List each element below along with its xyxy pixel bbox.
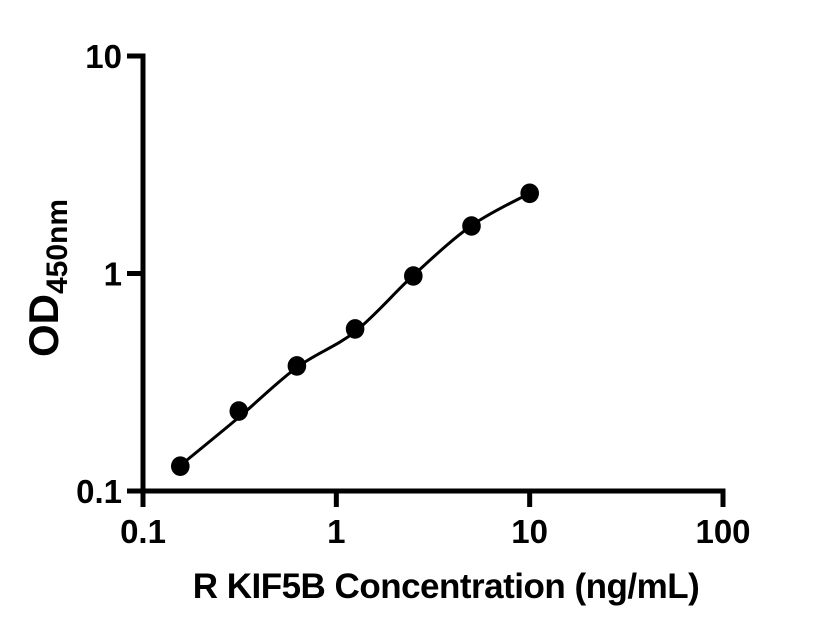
y-axis-title-main: OD: [20, 294, 67, 357]
y-tick-label: 0.1: [76, 473, 122, 510]
x-tick-label: 1: [327, 513, 345, 550]
x-tick-label: 100: [695, 513, 750, 550]
axes: 0.1 1 10 100 0.1 1 10: [76, 38, 750, 550]
data-points: [171, 183, 539, 477]
x-tick-label: 0.1: [120, 513, 166, 550]
data-point: [171, 456, 190, 477]
y-tick-label: 1: [104, 256, 122, 293]
data-point: [229, 401, 249, 421]
data-point: [404, 266, 423, 286]
y-axis-title: OD450nm: [20, 199, 74, 357]
data-point: [287, 356, 307, 376]
data-point: [462, 216, 481, 236]
x-tick-label: 10: [511, 513, 548, 550]
data-point: [345, 319, 365, 339]
y-tick-label: 10: [85, 38, 122, 75]
x-axis-title: R KIF5B Concentration (ng/mL): [193, 567, 700, 606]
data-point: [520, 183, 539, 204]
y-axis-title-subscript: 450nm: [41, 199, 74, 294]
